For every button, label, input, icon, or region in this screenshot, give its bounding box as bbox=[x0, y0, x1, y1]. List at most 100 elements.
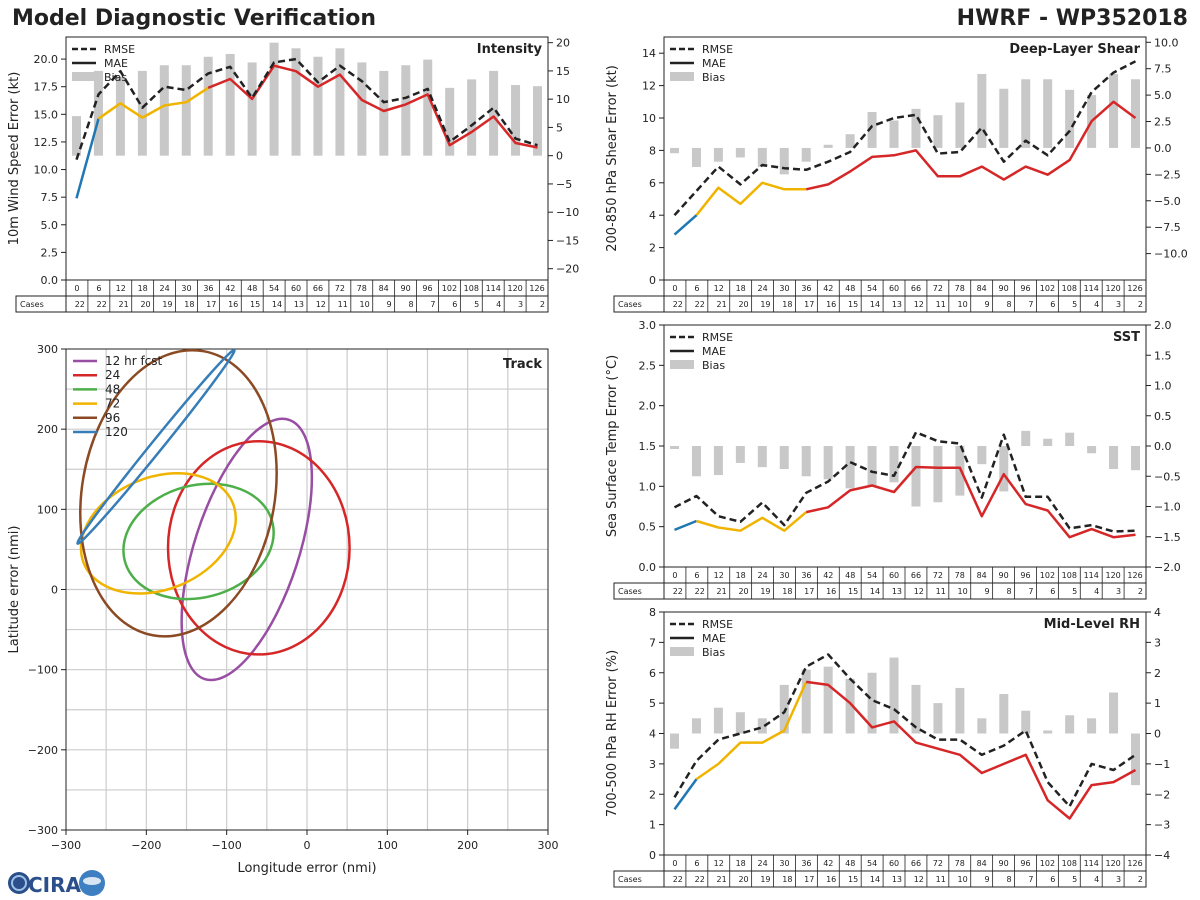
y-axis-label: Sea Surface Temp Error (°C) bbox=[605, 355, 620, 537]
hour-label: 30 bbox=[779, 284, 789, 293]
case-count: 21 bbox=[717, 300, 727, 309]
y-tick-label: 8 bbox=[649, 144, 656, 157]
y-tick-label: 15.0 bbox=[34, 108, 59, 121]
bias-bar bbox=[269, 42, 279, 156]
hour-label: 126 bbox=[1127, 571, 1142, 580]
track-x-tick-label: −200 bbox=[131, 839, 161, 852]
case-count: 21 bbox=[717, 587, 727, 596]
case-count: 19 bbox=[760, 300, 770, 309]
y2-tick-label: 10 bbox=[556, 93, 570, 106]
y2-tick-label: 0.5 bbox=[1154, 410, 1172, 423]
hour-label: 54 bbox=[269, 284, 279, 293]
track-y-tick-label: 300 bbox=[37, 343, 58, 356]
hour-label: 36 bbox=[801, 571, 811, 580]
y2-tick-label: 5 bbox=[556, 121, 563, 134]
case-count: 7 bbox=[1028, 587, 1033, 596]
hour-label: 18 bbox=[736, 571, 746, 580]
hour-label: 60 bbox=[889, 859, 899, 868]
hour-label: 120 bbox=[1105, 859, 1120, 868]
bias-bar bbox=[467, 79, 477, 156]
case-count: 18 bbox=[782, 300, 792, 309]
case-count: 15 bbox=[848, 875, 858, 884]
y2-tick-label: 7.5 bbox=[1154, 63, 1172, 76]
y-tick-label: 2.5 bbox=[41, 246, 59, 259]
page-title: Model Diagnostic Verification bbox=[12, 6, 377, 31]
track-legend-label: 12 hr fcst bbox=[105, 354, 163, 368]
y2-tick-label: 3 bbox=[1154, 636, 1161, 649]
track-y-tick-label: 200 bbox=[37, 423, 58, 436]
panel-title: SST bbox=[1113, 330, 1140, 345]
y-tick-label: 4 bbox=[649, 728, 656, 741]
bias-bar bbox=[335, 48, 345, 156]
case-count: 2 bbox=[540, 300, 545, 309]
hour-label: 24 bbox=[757, 859, 767, 868]
case-count: 22 bbox=[673, 300, 683, 309]
bias-bar bbox=[1021, 430, 1031, 446]
rmse-line bbox=[673, 653, 1137, 808]
legend-bias-label: Bias bbox=[702, 359, 725, 372]
y-tick-label: 17.5 bbox=[34, 81, 59, 94]
bias-bar bbox=[203, 56, 213, 156]
bias-bar bbox=[72, 116, 81, 156]
y-tick-label: 0.5 bbox=[639, 521, 657, 534]
bias-bar bbox=[713, 147, 723, 162]
bias-bar bbox=[691, 446, 701, 477]
panel-title: Mid-Level RH bbox=[1044, 617, 1140, 632]
bias-bar bbox=[533, 86, 542, 156]
bias-bar bbox=[911, 446, 921, 507]
case-count: 18 bbox=[782, 587, 792, 596]
hour-label: 90 bbox=[400, 284, 410, 293]
case-count: 9 bbox=[387, 300, 392, 309]
bias-bar bbox=[291, 48, 301, 156]
bias-bar bbox=[1021, 79, 1031, 148]
track-y-tick-label: −100 bbox=[28, 664, 58, 677]
case-count: 19 bbox=[760, 875, 770, 884]
case-count: 19 bbox=[162, 300, 172, 309]
bias-bar bbox=[911, 108, 921, 148]
y-tick-label: 10.0 bbox=[34, 164, 59, 177]
bias-bar bbox=[933, 115, 943, 148]
hour-label: 6 bbox=[96, 284, 101, 293]
hour-label: 0 bbox=[672, 859, 677, 868]
case-count: 9 bbox=[985, 587, 990, 596]
case-count: 13 bbox=[892, 875, 902, 884]
case-count: 10 bbox=[958, 300, 968, 309]
case-count: 22 bbox=[75, 300, 85, 309]
case-count: 6 bbox=[1050, 875, 1055, 884]
legend-mae-label: MAE bbox=[702, 345, 726, 358]
hour-label: 18 bbox=[736, 859, 746, 868]
track-x-tick-label: −300 bbox=[51, 839, 81, 852]
hour-label: 6 bbox=[694, 571, 699, 580]
rmse-line bbox=[75, 57, 538, 160]
bias-bar bbox=[955, 102, 965, 148]
bias-bar bbox=[801, 147, 811, 162]
bias-bar bbox=[1065, 432, 1075, 446]
bias-bar bbox=[247, 62, 257, 156]
bias-bar bbox=[1065, 715, 1075, 734]
case-count: 10 bbox=[360, 300, 370, 309]
case-count: 8 bbox=[408, 300, 413, 309]
bias-bar bbox=[867, 672, 877, 734]
case-count: 12 bbox=[914, 875, 924, 884]
case-count: 2 bbox=[1138, 587, 1143, 596]
bias-bar bbox=[357, 62, 367, 156]
case-count: 10 bbox=[958, 875, 968, 884]
y2-tick-label: 5.0 bbox=[1154, 89, 1172, 102]
track-x-tick-label: 200 bbox=[457, 839, 478, 852]
hour-label: 102 bbox=[1040, 284, 1055, 293]
hour-label: 108 bbox=[1062, 859, 1077, 868]
case-count: 15 bbox=[250, 300, 260, 309]
y-tick-label: 7 bbox=[649, 636, 656, 649]
bias-bar bbox=[911, 684, 921, 734]
bias-bar bbox=[379, 70, 389, 156]
bias-bar bbox=[1065, 89, 1075, 148]
hour-label: 24 bbox=[159, 284, 169, 293]
rmse-line bbox=[673, 60, 1137, 217]
bias-bar bbox=[757, 446, 767, 468]
y-tick-label: 2 bbox=[649, 242, 656, 255]
cira-logo: CIRA bbox=[8, 870, 105, 897]
mae-line bbox=[207, 64, 538, 149]
hour-label: 0 bbox=[74, 284, 79, 293]
track-ellipse bbox=[166, 439, 351, 656]
bias-bar bbox=[691, 147, 701, 167]
